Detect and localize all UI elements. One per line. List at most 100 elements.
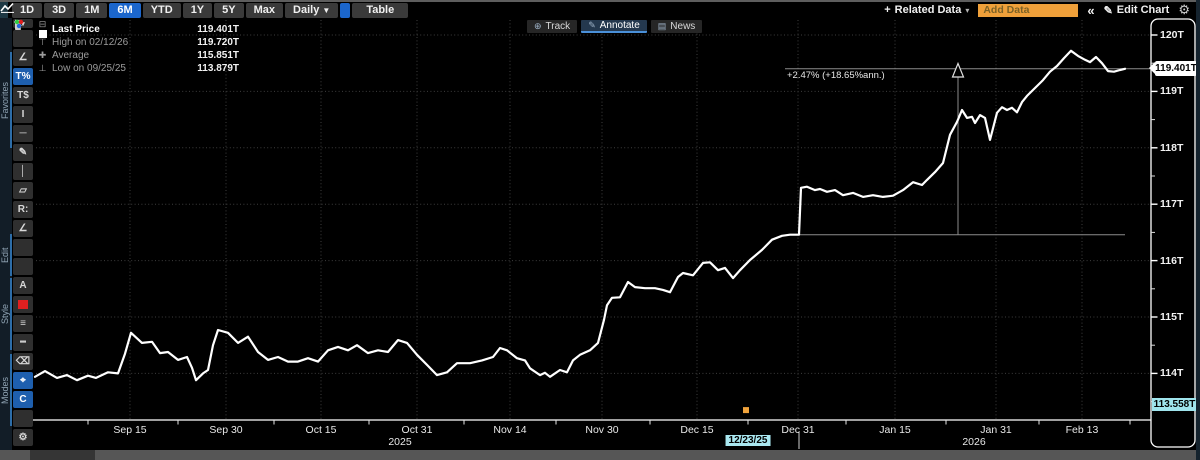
news-label: News <box>670 21 696 32</box>
line-chart-type-button[interactable] <box>0 2 351 18</box>
x-tick-label: Dec 15 <box>680 424 714 436</box>
section-accent-line <box>10 234 12 276</box>
year-label: 2025 <box>388 436 412 448</box>
track-label: Track <box>545 21 571 32</box>
regression-tool[interactable]: R: <box>13 201 33 218</box>
period-button-6m[interactable]: 6M <box>109 2 141 18</box>
y-tick-label: 115T <box>1160 311 1184 323</box>
period-buttons: 1D 3D 1M 6M YTD 1Y 5Y Max <box>12 2 285 18</box>
period-button-1y[interactable]: 1Y <box>182 2 213 18</box>
sidebar-section-strip: Favorites Edit Style Modes <box>0 18 12 450</box>
related-data-dropdown[interactable]: + Related Data ▾ <box>884 4 969 16</box>
settings-gear-icon[interactable]: ⚙ <box>1178 2 1190 17</box>
axis-bottom-value-label: 113.558T <box>1152 398 1197 411</box>
eraser-mode-tool[interactable]: ⌫ <box>13 353 33 370</box>
year-label: 2026 <box>962 436 986 448</box>
font-style-tool[interactable]: A <box>13 277 33 294</box>
top-toolbar: 1D 3D 1M 6M YTD 1Y 5Y Max Daily ▼ Table + Relat… <box>0 2 1200 18</box>
period-button-1d[interactable]: 1D <box>12 2 43 18</box>
chart-mode-buttons: ⊕ Track ✎ Annotate ▤ News <box>527 20 703 33</box>
annotate-button[interactable]: ✎ Annotate <box>581 20 647 33</box>
news-button[interactable]: ▤ News <box>650 20 703 33</box>
legend-row-low-marker[interactable]: ⊥ Low on 09/25/25 113.879T <box>37 62 239 75</box>
legend-row-series-swatch[interactable]: ⊟ Last Price 119.401T <box>37 19 239 38</box>
add-data-input[interactable]: Add Data <box>978 3 1079 17</box>
toolbar-right-group: + Related Data ▾ Add Data « ✎ Edit Chart… <box>884 2 1200 18</box>
x-tick-label: Sep 15 <box>113 424 147 436</box>
section-accent-line <box>10 52 12 148</box>
x-tick-label: Dec 31 <box>781 424 815 436</box>
annotate-label: Annotate <box>599 20 640 31</box>
y-tick-label: 116T <box>1160 254 1184 267</box>
legend-row-average-marker[interactable]: ✚ Average 115.851T <box>37 49 239 62</box>
crosshair-icon: ⊕ <box>534 21 542 31</box>
line-width-tool[interactable]: ≡ <box>13 315 33 332</box>
period-button-max[interactable]: Max <box>245 2 284 18</box>
period-button-3d[interactable]: 3D <box>44 2 75 18</box>
chevron-down-icon: ▼ <box>322 5 331 15</box>
x-tick-label: Oct 31 <box>401 424 433 436</box>
period-button-1m[interactable]: 1M <box>76 2 108 18</box>
edit-chart-button[interactable]: ✎ Edit Chart <box>1104 4 1170 17</box>
window-bottom-bar[interactable] <box>0 450 1200 460</box>
annotation-pencil-tool[interactable]: ∠ <box>13 220 33 237</box>
legend-value: 115.851T <box>197 50 239 61</box>
average-marker-icon: ✚ <box>38 50 47 60</box>
section-accent-line <box>10 354 12 426</box>
track-button[interactable]: ⊕ Track <box>527 20 578 33</box>
legend-label: Last Price <box>52 24 100 35</box>
series-swatch-icon: ⊟ <box>37 19 48 40</box>
parallelogram-tool[interactable]: ▱ <box>13 182 33 199</box>
x-tick-label: Nov 14 <box>493 424 527 436</box>
y-tick-label: 118T <box>1160 141 1184 154</box>
interval-label: Daily <box>293 3 320 16</box>
x-tick-label: Sep 30 <box>209 424 243 436</box>
x-tick-label: Nov 30 <box>585 424 619 436</box>
color-swatch-tool[interactable] <box>13 296 33 313</box>
pencil-icon: ✎ <box>1103 4 1113 17</box>
highlighted-date-label: 12/23/25 <box>725 435 771 446</box>
newspaper-icon: ▤ <box>657 21 667 31</box>
trendline-percent-tool[interactable]: T% <box>13 68 33 85</box>
legend-value: 119.720T <box>197 37 239 48</box>
low-marker-icon: ⊥ <box>38 63 47 73</box>
edit-chart-label: Edit Chart <box>1116 4 1170 16</box>
x-tick-label: Jan 15 <box>879 424 911 436</box>
chart-settings-gear[interactable]: ⚙ <box>13 429 33 446</box>
color-modes-tool[interactable] <box>13 19 33 427</box>
horizontal-line-tool[interactable]: ─ <box>13 125 33 142</box>
window-bottom-notch <box>30 450 95 460</box>
line-chart-icon <box>0 2 14 13</box>
legend-label: Average <box>52 50 90 61</box>
annotation-percent-label: +2.47% (+18.65%ann.) <box>787 70 885 81</box>
pencil-tool[interactable]: ✎ <box>13 144 33 161</box>
x-tick-label: Oct 15 <box>305 424 337 436</box>
collapse-panel-button[interactable]: « <box>1087 2 1095 18</box>
y-tick-label: 120T <box>1160 29 1184 41</box>
collapse-tools[interactable]: ▾ <box>13 19 33 28</box>
plus-icon: + <box>884 4 891 16</box>
draw-line-tool[interactable]: ∠ <box>13 49 33 66</box>
drawing-toolbar: ▾ ∠ T% T$ I ─ ✎ │ ▱ R: ∠ A ≡ ┅ ⌫ ⌖ C ⚙ <box>13 19 33 448</box>
x-tick-label: Feb 13 <box>1065 424 1099 436</box>
trendline-dollar-tool[interactable]: T$ <box>13 87 33 104</box>
period-button-ytd[interactable]: YTD <box>142 2 181 18</box>
vertical-line-tool[interactable]: │ <box>13 163 33 180</box>
pencil-icon: ✎ <box>588 20 596 30</box>
y-tick-label: 114T <box>1160 367 1184 380</box>
target-mode-tool[interactable]: ⌖ <box>13 372 33 389</box>
interval-dropdown[interactable]: Daily ▼ <box>285 2 339 18</box>
table-button[interactable]: Table <box>352 2 409 18</box>
legend-label: High on 02/12/26 <box>52 37 129 48</box>
crescent-mode-tool[interactable]: C <box>13 391 33 408</box>
section-accent-line <box>10 278 12 350</box>
line-style-tool[interactable]: ┅ <box>13 334 33 351</box>
legend-row-high-marker[interactable]: ⊤ High on 02/12/26 119.720T <box>37 36 239 49</box>
last-price-axis-label: 119.401T <box>1149 61 1197 76</box>
high-marker-icon: ⊤ <box>38 37 47 47</box>
text-tool[interactable]: I <box>13 106 33 123</box>
period-button-5y[interactable]: 5Y <box>214 2 244 18</box>
